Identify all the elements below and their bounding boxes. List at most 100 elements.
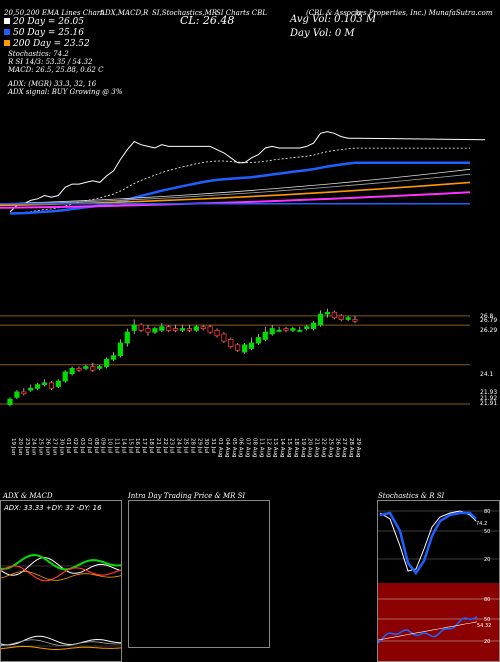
date-tick-label: 10 Jul: [107, 438, 113, 454]
date-tick-label: 08 Jul: [93, 438, 99, 454]
ema20-label: 20 Day = 26.05: [4, 17, 84, 27]
rsi-bg: [378, 583, 499, 661]
candle-body: [90, 366, 96, 371]
date-tick-label: 20 Aug: [307, 438, 313, 458]
candle-body: [117, 342, 123, 357]
date-tick-label: 29 Aug: [355, 438, 361, 458]
candle-body: [338, 315, 344, 320]
adx-panel-title: ADX & MACD: [3, 492, 53, 500]
date-tick-label: 17 Jul: [141, 438, 147, 454]
date-tick-label: 15 Jul: [127, 438, 133, 454]
candle-body: [221, 333, 227, 342]
candle-body: [304, 326, 310, 329]
date-tick-label: 22 Jul: [162, 438, 168, 454]
date-tick-label: 28 Aug: [348, 438, 354, 458]
date-tick-label: 28 Jul: [189, 438, 195, 454]
adx-signal: ADX signal: BUY Growing @ 3%: [8, 88, 123, 96]
sma200-line: [0, 191, 471, 209]
price-label: 24.1: [480, 371, 494, 378]
candle-body: [124, 331, 130, 344]
candle-body: [283, 328, 289, 331]
date-tick-label: 14 Jul: [120, 438, 126, 454]
rsi-value-label: 54.32: [477, 623, 491, 629]
stoch-tick-label: 50: [484, 529, 490, 535]
adx-macd-panel: ADX: 33.33 +DY: 32 -DY: 16: [0, 500, 122, 662]
stoch-rsi-panel: 80 50 20 80 50 20 74.2 54.32: [377, 500, 500, 662]
candle-body: [172, 328, 179, 331]
stoch-signal-line: [379, 510, 477, 572]
stochastics-readout: Stochastics: 74.2: [8, 50, 69, 58]
ema100-line: [0, 168, 471, 205]
candle-body: [14, 391, 20, 398]
date-tick-label: 08 Aug: [252, 438, 258, 458]
candle-body: [110, 355, 117, 360]
candle-body: [35, 384, 41, 389]
price-label: 26.8: [480, 313, 494, 320]
candle-body: [55, 380, 61, 387]
date-tick-label: 25 Jul: [183, 438, 189, 454]
candle-body: [145, 328, 151, 333]
header-line1-b: ADX,MACD,R: [100, 9, 149, 17]
date-tick-label: 21 Jul: [155, 438, 161, 454]
intraday-panel: [128, 500, 270, 648]
rsi-tick-label: 50: [484, 617, 490, 623]
sma100-line: [0, 173, 471, 205]
header-line1-d: SI Charts CBL: [216, 9, 267, 17]
stoch-value-label: 74.2: [476, 521, 487, 527]
candle-body: [83, 366, 89, 369]
date-tick-label: 13 Aug: [272, 438, 278, 458]
macd-line: [1, 635, 121, 646]
date-tick-label: 01 Aug: [217, 438, 223, 458]
date-tick-label: 12 Aug: [265, 438, 271, 458]
header-line1-c: SI,Stochastics,MR: [152, 9, 218, 17]
minus-di-line: [1, 565, 121, 582]
header-line1: 20,50,200 EMA Lines Chart: [4, 9, 103, 17]
date-tick-label: 09 Jul: [100, 438, 106, 454]
date-tick-label: 22 Aug: [321, 438, 327, 458]
date-axis: 19 Jun 20 Jun 23 Jun 24 Jun 25 Jun 26 Jun 27 J…: [10, 438, 361, 458]
candle-body: [131, 324, 137, 331]
price-label: 21.91: [480, 400, 497, 407]
candle-body: [152, 328, 158, 333]
candle-body: [138, 324, 144, 331]
candle-body: [269, 328, 275, 335]
candle-body: [324, 311, 331, 315]
date-tick-label: 19 Jun: [10, 438, 16, 456]
candle-body: [21, 391, 27, 395]
date-tick-label: 25 Aug: [327, 438, 333, 458]
candle-body: [276, 329, 282, 332]
date-tick-label: 30 Jun: [58, 438, 64, 456]
day-volume: Day Vol: 0 M: [290, 28, 355, 39]
rsi-avg-line: [378, 621, 478, 641]
candle-body: [179, 328, 186, 331]
date-tick-label: 16 Jul: [134, 438, 140, 454]
adx-values-label: ADX: 33.33 +DY: 32 -DY: 16: [3, 504, 102, 512]
date-tick-label: 15 Aug: [286, 438, 292, 458]
candle-body: [248, 342, 255, 349]
stoch-tick-label: 80: [484, 509, 490, 515]
date-tick-label: 23 Jul: [169, 438, 175, 454]
date-tick-label: 26 Jun: [45, 438, 51, 456]
candle-body: [104, 358, 110, 367]
adx-macd-svg: ADX: 33.33 +DY: 32 -DY: 16: [1, 504, 121, 651]
candle-body: [255, 337, 262, 344]
stoch-bg: [378, 501, 499, 581]
date-tick-label: 01 Jul: [65, 438, 71, 454]
candle-body: [310, 322, 317, 329]
candle-body: [28, 387, 34, 391]
candle-body: [297, 329, 303, 332]
date-tick-label: 27 Aug: [341, 438, 347, 458]
candle-body: [97, 366, 103, 369]
candle-body: [352, 319, 358, 322]
stoch-tick-label: 20: [484, 557, 490, 563]
adx-avg-line: [1, 570, 121, 581]
candle-body: [262, 331, 268, 340]
stoch-k-line: [379, 511, 477, 576]
date-tick-label: 27 Jun: [51, 438, 57, 456]
candle-body: [228, 338, 234, 348]
date-tick-label: 31 Jul: [210, 438, 216, 454]
ema50-label: 50 Day = 25.16: [4, 28, 84, 38]
date-tick-label: 02 Jul: [72, 438, 78, 454]
ema20-line: [9, 147, 470, 214]
